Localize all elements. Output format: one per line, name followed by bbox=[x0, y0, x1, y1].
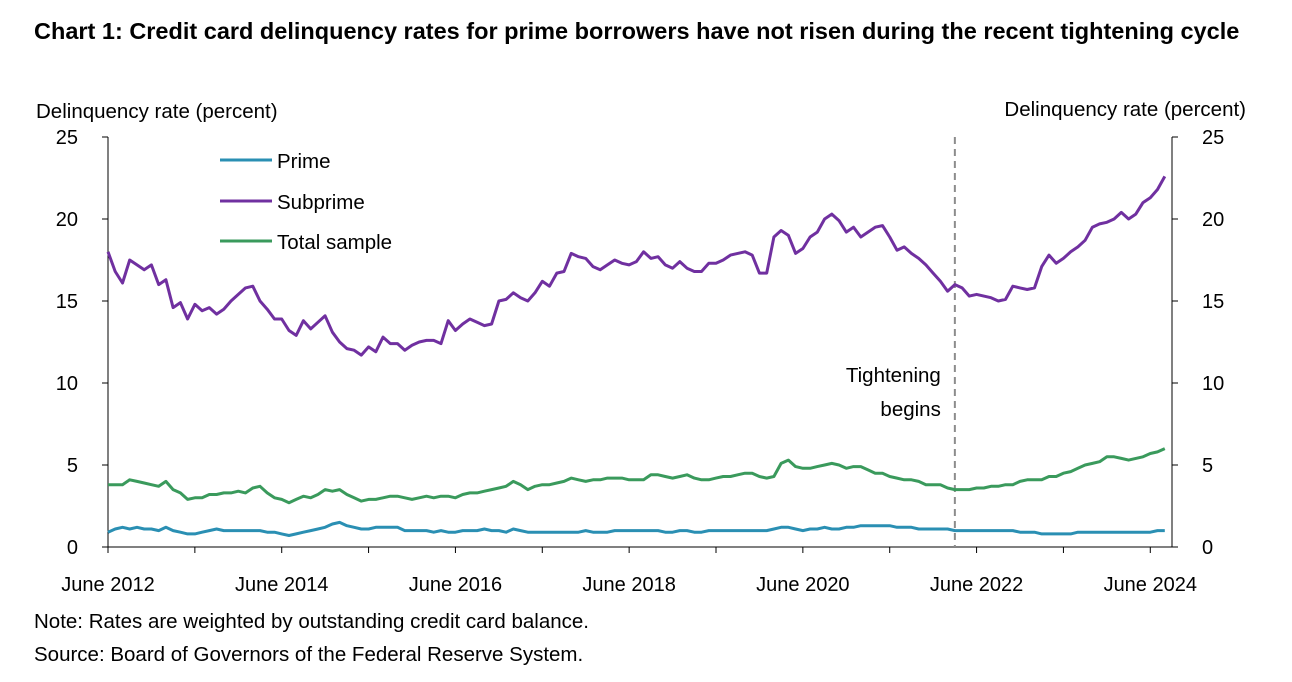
y-ticks: 0 0 5 5 10 10 15 15 20 20 25 25 bbox=[56, 127, 1225, 559]
y-tick-label-right: 25 bbox=[1202, 127, 1224, 149]
x-tick-label: June 2024 bbox=[1104, 574, 1197, 596]
y-tick-label-left: 20 bbox=[56, 209, 78, 231]
series-line-subprime bbox=[106, 175, 1167, 357]
y-tick-label-right: 5 bbox=[1202, 455, 1213, 477]
y-axis-title-left: Delinquency rate (percent) bbox=[36, 100, 278, 123]
axes bbox=[107, 137, 1173, 548]
series-line-total-sample bbox=[108, 447, 1166, 505]
y-tick-label-left: 5 bbox=[67, 455, 78, 477]
y-tick-label-left: 10 bbox=[56, 373, 78, 395]
y-tick-label-right: 0 bbox=[1202, 537, 1213, 559]
series-line-prime bbox=[107, 520, 1165, 537]
y-tick-label-right: 15 bbox=[1202, 291, 1224, 313]
x-tick-label: June 2014 bbox=[235, 574, 328, 596]
x-tick-label: June 2022 bbox=[930, 574, 1023, 596]
y-tick-label-left: 25 bbox=[56, 127, 78, 149]
legend-label-subprime: Subprime bbox=[277, 191, 365, 214]
y-tick-label-right: 20 bbox=[1202, 209, 1224, 231]
annotation-line-2: begins bbox=[880, 398, 940, 421]
chart-source: Source: Board of Governors of the Federa… bbox=[34, 643, 584, 666]
legend: Prime Subprime Total sample bbox=[220, 150, 392, 254]
annotation-line-1: Tightening bbox=[846, 364, 941, 387]
y-tick-label-left: 15 bbox=[56, 291, 78, 313]
y-tick-label-right: 10 bbox=[1202, 373, 1224, 395]
x-tick-label: June 2012 bbox=[61, 574, 154, 596]
x-tick-label: June 2016 bbox=[409, 574, 502, 596]
chart-title: Chart 1: Credit card delinquency rates f… bbox=[34, 18, 1240, 44]
x-ticks: June 2012 June 2014 June 2016 June 2018 June… bbox=[61, 547, 1197, 596]
legend-label-total-sample: Total sample bbox=[277, 231, 392, 254]
x-tick-label: June 2020 bbox=[756, 574, 849, 596]
legend-label-prime: Prime bbox=[277, 150, 331, 173]
tightening-marker: Tightening begins bbox=[846, 137, 956, 547]
y-tick-label-left: 0 bbox=[67, 537, 78, 559]
line-chart: Delinquency rate (percent) Delinquency r… bbox=[36, 98, 1246, 596]
chart-note: Note: Rates are weighted by outstanding … bbox=[34, 610, 589, 633]
series-lines bbox=[106, 175, 1167, 537]
y-axis-title-right: Delinquency rate (percent) bbox=[1004, 98, 1246, 121]
x-tick-label: June 2018 bbox=[582, 574, 675, 596]
